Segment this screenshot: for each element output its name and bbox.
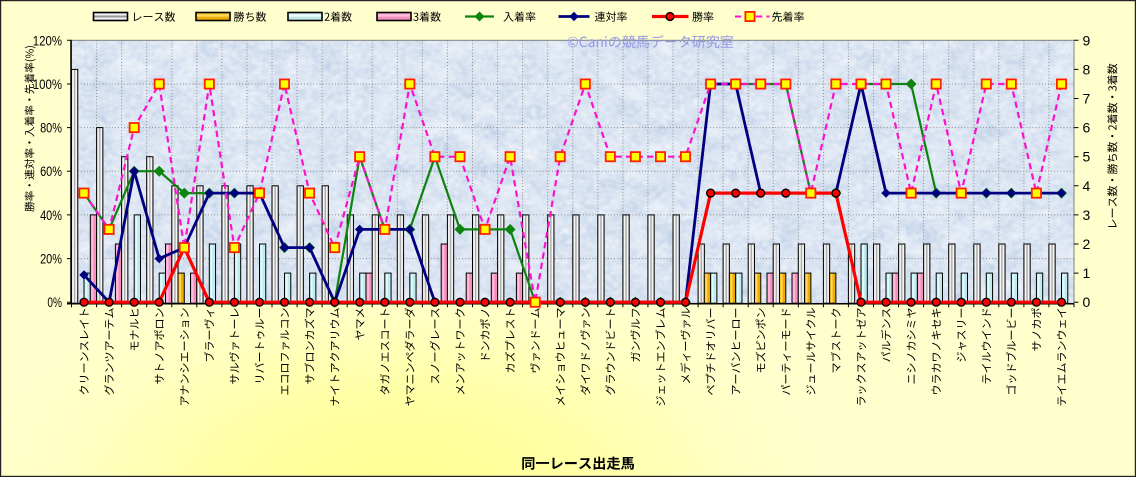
svg-text:8: 8 bbox=[1083, 61, 1091, 77]
svg-text:4: 4 bbox=[1083, 178, 1091, 194]
svg-text:1: 1 bbox=[1083, 265, 1091, 281]
svg-text:9: 9 bbox=[1083, 32, 1091, 48]
svg-text:2: 2 bbox=[1083, 236, 1091, 252]
svg-text:6: 6 bbox=[1083, 120, 1091, 136]
svg-text:60%: 60% bbox=[40, 164, 62, 179]
svg-text:80%: 80% bbox=[40, 121, 62, 136]
svg-text:5: 5 bbox=[1083, 149, 1091, 165]
svg-text:120%: 120% bbox=[33, 33, 62, 48]
svg-text:100%: 100% bbox=[33, 77, 62, 92]
svg-text:3: 3 bbox=[1083, 207, 1091, 223]
svg-text:0%: 0% bbox=[47, 295, 62, 310]
svg-text:20%: 20% bbox=[40, 252, 62, 267]
svg-text:0: 0 bbox=[1083, 294, 1091, 310]
svg-text:40%: 40% bbox=[40, 208, 62, 223]
svg-text:7: 7 bbox=[1083, 91, 1091, 107]
